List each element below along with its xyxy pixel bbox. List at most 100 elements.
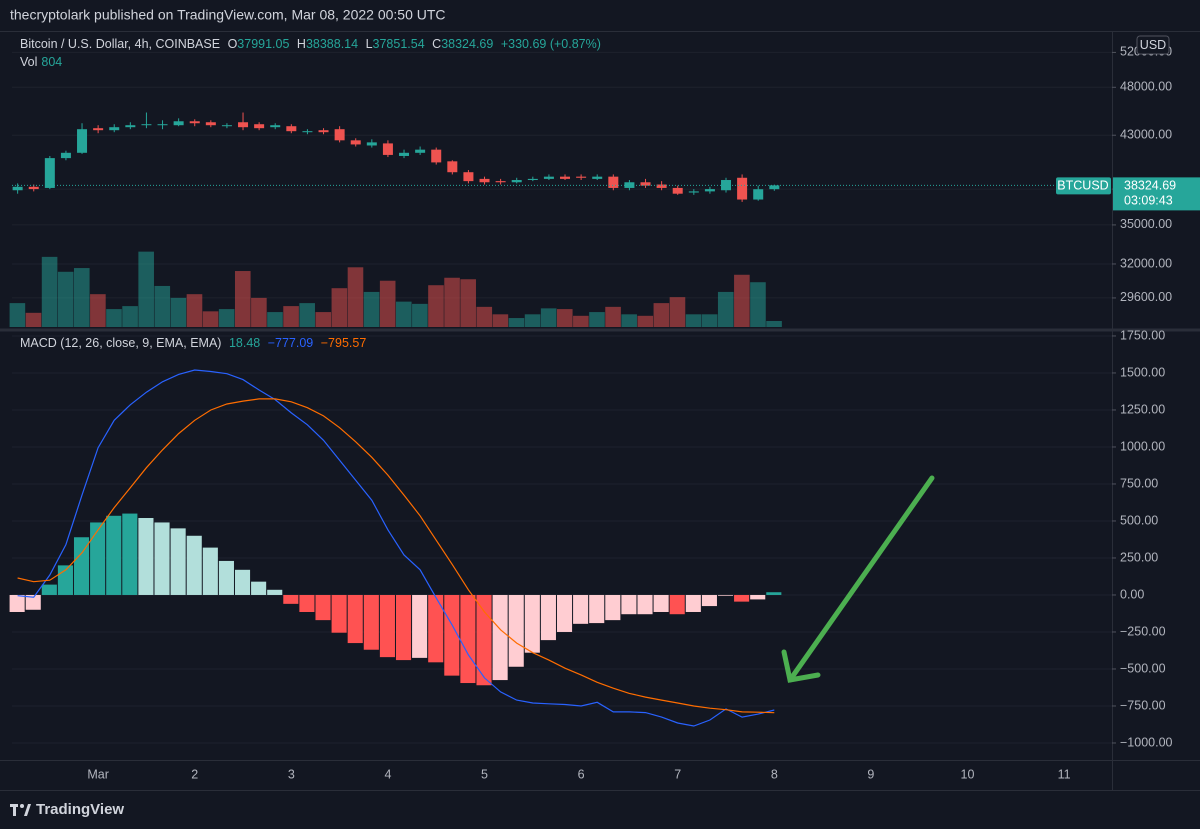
y-tick-label: 750.00 [1120,476,1158,490]
annotation-arrow [781,475,935,683]
x-tick-label: 2 [191,767,198,781]
y-tick-label: 29600.00 [1120,290,1172,304]
y-tick-label: 43000.00 [1120,128,1172,142]
indicator-line [17,398,775,714]
candle-body [576,176,587,178]
y-tick-label: 1750.00 [1120,328,1165,342]
histogram-bar [621,594,637,615]
candle-body [624,182,635,188]
volume-bar [605,306,621,327]
volume-bar [669,297,686,327]
candle-body [157,124,168,126]
arrow-shaft [787,475,935,683]
candle-body [431,149,442,163]
volume-bar [106,309,122,327]
candle-body [93,128,104,131]
brand-logo [10,804,31,816]
histogram-bar [556,594,573,632]
histogram-bar [299,594,315,612]
histogram-bar [218,560,234,595]
volume-bar [395,301,412,327]
candle-body [704,189,715,192]
candle-body [543,176,554,179]
volume-bar [637,315,654,327]
volume-bar [73,268,90,327]
candle-body [44,158,55,188]
volume-bar [41,256,58,327]
histogram-bar [734,594,750,602]
volume-bar [299,303,315,327]
logo-part [24,804,31,816]
volume-bar [122,306,138,327]
histogram-bar [669,594,685,615]
candle-body [238,122,249,128]
y-tick-label: 1250.00 [1120,402,1165,416]
legend-close: 38324.69 [441,37,494,51]
candle-body [302,131,313,133]
volume-bar [363,291,380,327]
x-tick-label: 9 [867,767,874,781]
histogram-bar [379,594,395,658]
y-tick-label: 32000.00 [1120,256,1172,270]
volume-bar [524,314,541,327]
legend-letter: H [296,37,306,51]
x-tick-label: 11 [1058,767,1071,781]
histogram-bar [315,594,331,621]
volume-bar [331,288,348,327]
volume-bar [9,303,26,327]
x-tick-label: 8 [771,767,778,781]
symbol-badge [1056,177,1111,195]
logo-part [13,804,16,816]
candle-body [656,184,667,188]
histogram-bar [573,594,589,624]
candle-body [737,177,748,200]
volume-bar [492,314,509,327]
volume-bar [573,315,589,327]
legend-letter: L [365,37,373,51]
histogram-bar [41,584,57,595]
volume-bar [234,271,251,327]
candle-body [688,191,699,193]
candle-body [479,178,490,183]
volume-bar [90,294,106,327]
candle-body [350,140,361,145]
symbol-badge-text: BTCUSD [1057,179,1108,193]
histogram-bar [701,594,717,607]
histogram-bar [428,594,444,663]
candle-body [560,176,571,179]
macd-legend: MACD (12, 26, close, 9, EMA, EMA) 18.48 … [20,336,370,350]
volume-bar [170,297,187,327]
legend-letter: C [432,37,442,51]
candle-body [286,126,297,132]
y-tick-label: 0.00 [1120,587,1144,601]
volume-bar [154,285,171,327]
volume-bar [267,312,283,327]
histogram-bar [251,581,267,595]
y-tick-label: 1500.00 [1120,365,1165,379]
currency-label: USD [1140,38,1166,52]
candle-body [60,152,71,159]
volume-bar [685,314,702,327]
y-tick-label: −250.00 [1120,624,1166,638]
histogram-bar [476,594,492,686]
legend-low: 37851.54 [372,37,425,51]
candle-body [270,125,281,128]
volume-bar [251,297,267,327]
volume-title: Vol [20,55,38,69]
histogram-bar [90,522,106,595]
x-tick-label: Mar [87,767,109,781]
x-tick-label: 7 [674,767,681,781]
candle-body [495,181,506,183]
axis-layer: 29600.0032000.0035000.0038000.0043000.00… [87,35,1200,781]
candle-body [769,185,780,190]
histogram-bar [363,594,379,650]
volume-bar [218,309,235,327]
histogram-bar [122,513,138,595]
volume-bar [138,251,154,327]
candle-body [109,127,120,131]
volume-bar [283,306,299,327]
candle-body [173,121,184,126]
volume-bar [315,312,332,327]
